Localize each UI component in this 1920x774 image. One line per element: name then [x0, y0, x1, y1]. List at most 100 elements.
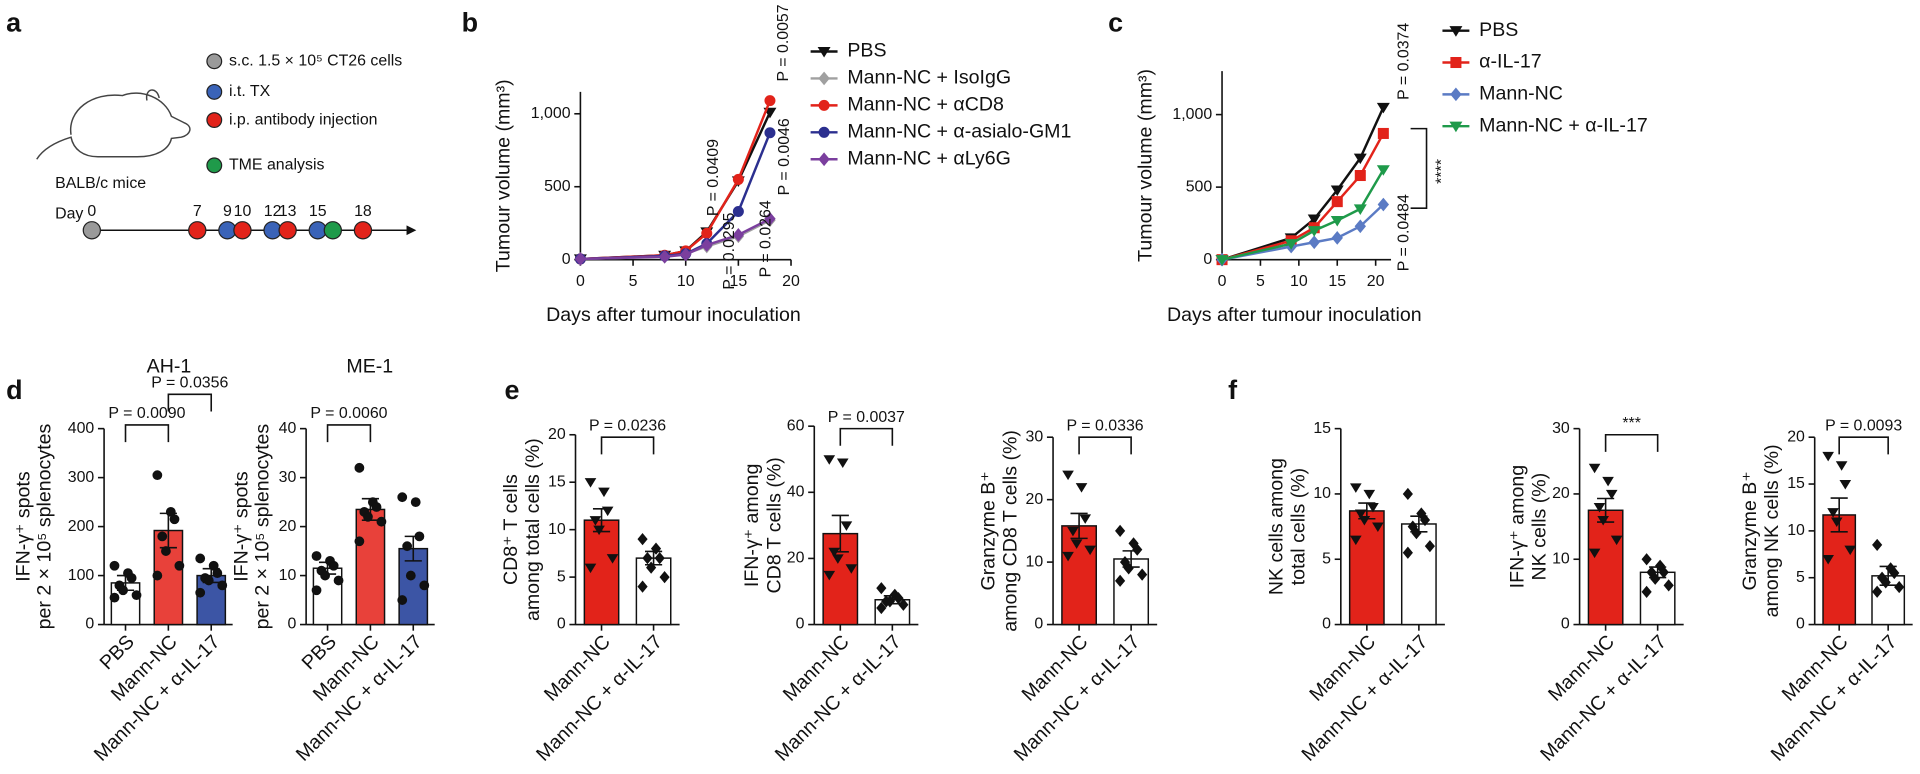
x-tick-label: 15 — [730, 273, 748, 290]
legend-marker — [817, 46, 831, 58]
y-tick-label: 0 — [85, 616, 94, 633]
timeline-event — [233, 221, 252, 240]
annotation: P = 0.0057 — [775, 4, 792, 81]
data-point — [840, 521, 853, 531]
y-axis-label: CD8 T cells (%) — [763, 457, 785, 593]
y-tick-label: 10 — [1026, 553, 1044, 570]
data-point — [1372, 522, 1384, 533]
legend-marker — [818, 152, 830, 167]
x-axis-label: Days after tumour inoculation — [546, 304, 801, 326]
data-point — [1123, 562, 1134, 575]
data-point — [195, 587, 206, 598]
panel-label: b — [462, 8, 478, 38]
data-point — [584, 563, 597, 574]
data-point — [1115, 524, 1126, 537]
data-point — [419, 580, 430, 591]
timeline-event — [353, 221, 373, 240]
legend-marker — [1450, 87, 1462, 102]
data-point — [1402, 546, 1413, 559]
data-point — [832, 554, 844, 564]
legend-dot — [206, 83, 223, 100]
day-label: 18 — [354, 203, 372, 220]
y-tick-label: 15 — [548, 473, 566, 490]
data-point — [328, 560, 339, 571]
legend-text: TME analysis — [229, 157, 325, 174]
y-tick-label: 500 — [1186, 178, 1213, 195]
y-tick-label: 100 — [68, 567, 95, 584]
significance-bracket — [167, 393, 213, 412]
significance-bracket — [839, 427, 894, 446]
y-tick-label: 20 — [548, 426, 566, 443]
legend-text: PBS — [847, 40, 886, 62]
data-point — [354, 462, 365, 473]
data-point — [884, 595, 895, 608]
point — [701, 227, 713, 239]
y-tick-label: 0 — [1796, 616, 1805, 633]
panel-label: d — [6, 375, 22, 405]
y-tick-label: 20 — [1026, 491, 1044, 508]
point — [732, 228, 745, 242]
y-axis-label: among total cells (%) — [522, 438, 544, 621]
legend-text: i.p. antibody injection — [229, 111, 378, 128]
data-point — [1641, 585, 1652, 598]
data-point — [1835, 461, 1848, 471]
timeline-event — [82, 221, 102, 240]
data-point — [157, 531, 168, 542]
timeline-event — [323, 221, 342, 240]
x-tick-label: 20 — [1367, 273, 1385, 290]
x-tick-label: 0 — [1218, 273, 1227, 290]
data-point — [152, 470, 163, 481]
data-point — [1602, 476, 1614, 487]
legend-marker — [1449, 121, 1463, 133]
data-point — [1880, 576, 1891, 589]
point — [1215, 255, 1229, 266]
data-point — [1593, 502, 1606, 513]
data-point — [601, 506, 614, 517]
annotation: P = 0.0484 — [1396, 194, 1413, 271]
data-point — [1084, 545, 1096, 556]
data-point — [405, 570, 416, 581]
legend-text: Mann-NC + αCD8 — [847, 94, 1004, 116]
y-tick-label: 0 — [1322, 616, 1331, 633]
data-point — [1844, 545, 1857, 556]
point — [1377, 197, 1390, 212]
point — [1307, 214, 1321, 226]
data-point — [1872, 585, 1883, 598]
data-point — [1079, 514, 1092, 524]
point — [764, 127, 776, 139]
data-point — [1067, 526, 1079, 537]
data-point — [1827, 508, 1839, 518]
y-tick-label: 20 — [279, 518, 297, 535]
point — [680, 247, 692, 262]
significance-bracket — [1604, 433, 1659, 452]
x-tick-label: 5 — [1256, 273, 1265, 290]
data-point — [1641, 553, 1652, 566]
data-point — [109, 560, 120, 571]
data-point — [1872, 538, 1883, 552]
annotation: P = 0.0060 — [310, 405, 387, 422]
series-line — [1221, 169, 1385, 261]
data-point — [1070, 539, 1083, 549]
day-label: 7 — [193, 203, 202, 220]
legend-text: s.c. 1.5 × 10⁵ CT26 cells — [229, 52, 402, 69]
series-line — [580, 217, 771, 261]
panel-label: a — [6, 8, 22, 38]
data-point — [1137, 568, 1148, 581]
y-tick-label: 300 — [68, 469, 95, 486]
data-point — [212, 568, 223, 579]
data-point — [836, 458, 849, 469]
y-tick-label: 0 — [557, 616, 566, 633]
y-axis-label: NK cells (%) — [1529, 473, 1551, 581]
legend-dot — [206, 53, 223, 70]
y-tick-label: 15 — [1787, 475, 1805, 492]
data-point — [1588, 463, 1601, 474]
y-axis-label: Tumour volume (mm³) — [493, 79, 515, 272]
data-point — [1132, 543, 1143, 556]
data-point — [410, 497, 421, 507]
y-axis-label: per 2 × 10⁵ splenocytes — [33, 424, 55, 630]
series-line — [1221, 203, 1385, 261]
y-axis-label: Granzyme B⁺ — [1739, 471, 1761, 590]
panel-label: f — [1228, 375, 1238, 405]
data-point — [654, 552, 665, 565]
x-tick-label: 5 — [629, 273, 638, 290]
